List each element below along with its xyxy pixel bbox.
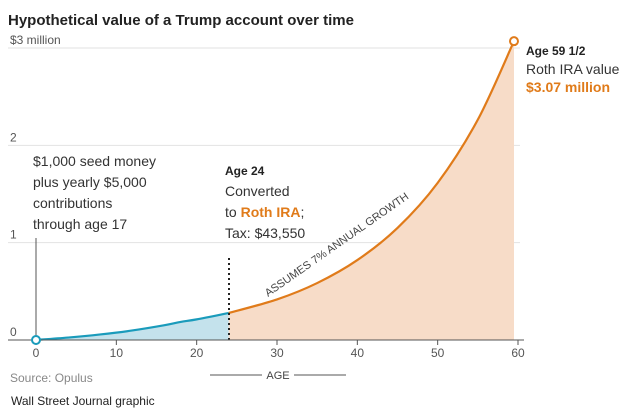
x-tick-label: 10: [110, 346, 124, 360]
seed-note-2: plus yearly $5,000: [33, 174, 147, 190]
conversion-age: Age 24: [225, 164, 265, 178]
x-tick-label: 30: [270, 346, 284, 360]
y-tick-label: 1: [10, 228, 17, 242]
y-tick-label: $3 million: [10, 33, 61, 47]
x-tick-label: 20: [190, 346, 204, 360]
x-tick-label: 50: [431, 346, 445, 360]
end-point: [508, 36, 519, 47]
series-area-1: [228, 41, 514, 340]
conversion-note-1: Converted: [225, 183, 290, 199]
end-value: $3.07 million: [526, 79, 610, 95]
conversion-note-3: Tax: $43,550: [225, 225, 305, 241]
x-axis-label: AGE: [266, 370, 289, 382]
x-tick-label: 0: [33, 346, 40, 360]
y-tick-label: 0: [10, 325, 17, 339]
credit: Wall Street Journal graphic: [11, 394, 155, 408]
series-area-0: [36, 312, 229, 340]
series-line-0: [35, 311, 230, 342]
series-line-1: [228, 40, 515, 315]
chart-title: Hypothetical value of a Trump account ov…: [8, 12, 354, 29]
y-tick-label: 2: [10, 130, 17, 144]
seed-note-1: $1,000 seed money: [33, 153, 156, 169]
conversion-note-2: to Roth IRA;: [225, 204, 304, 220]
seed-note-3: contributions: [33, 195, 112, 211]
x-tick-label: 40: [351, 346, 365, 360]
end-label: Roth IRA value: [526, 61, 620, 77]
end-age: Age 59 1/2: [526, 44, 586, 58]
x-tick-label: 60: [511, 346, 525, 360]
start-point: [31, 335, 41, 345]
seed-note-4: through age 17: [33, 216, 127, 232]
source-note: Source: Opulus: [10, 371, 93, 385]
